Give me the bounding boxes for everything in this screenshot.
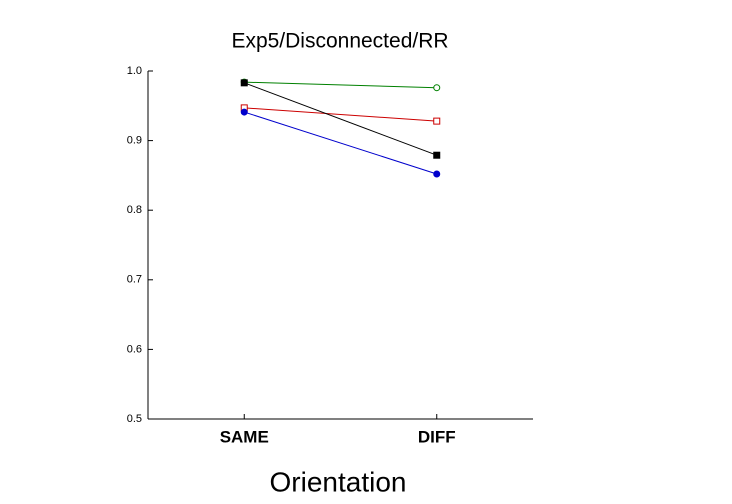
y-tick-label: 0.9 [127, 135, 142, 147]
chart-title: Exp5/Disconnected/RR [231, 30, 448, 53]
y-tick-label: 0.8 [127, 204, 142, 216]
series-line [244, 111, 437, 175]
marker [240, 79, 248, 87]
x-tick-label: SAME [220, 427, 269, 446]
x-tick-label: DIFF [418, 427, 456, 446]
marker [240, 108, 248, 116]
marker [433, 151, 441, 159]
marker [433, 170, 441, 178]
marker [433, 117, 441, 125]
series-line [244, 82, 437, 156]
series-line [244, 107, 437, 122]
series-line [244, 81, 437, 89]
y-tick-label: 0.7 [127, 274, 142, 286]
y-tick-label: 0.6 [127, 343, 142, 355]
marker [433, 84, 441, 92]
x-axis-label: Orientation [270, 466, 407, 497]
y-tick-label: 0.5 [127, 413, 142, 425]
y-tick-label: 1.0 [127, 65, 142, 77]
